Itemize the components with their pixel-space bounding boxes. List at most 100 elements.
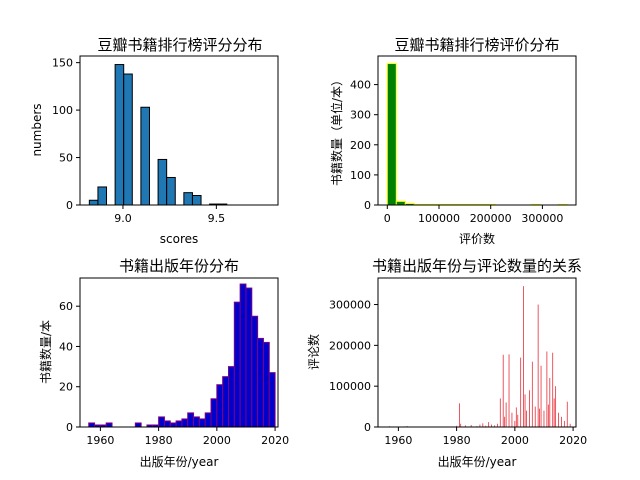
- chart3-title: 书籍出版年份分布: [119, 257, 239, 275]
- chart2-ytick-label-0: 0: [364, 199, 371, 212]
- chart-review-distribution: 豆瓣书籍排行榜评价分布 0 100000 200000 300000 0 100 200 30…: [329, 36, 577, 246]
- chart4-axes-frame: [377, 277, 577, 428]
- chart1-bar-7: [183, 192, 193, 206]
- chart1-ytick-label-1: 50: [59, 152, 73, 165]
- chart4-ytick-label-3: 300000: [329, 299, 371, 312]
- chart-year-vs-reviews: 书籍出版年份与评论数量的关系 1960 1980 2000 2020 0 100000 20…: [306, 257, 587, 469]
- chart3-xtick-label-1: 1980: [145, 434, 173, 447]
- chart2-ylabel: 书籍数量（单位/本）: [329, 74, 344, 186]
- chart1-xtick-label-1: 9.5: [208, 212, 226, 225]
- chart4-bar-40: [549, 378, 551, 427]
- chart4-xtick-label-0: 1960: [384, 434, 412, 447]
- chart4-bar-35: [539, 408, 541, 427]
- chart3-bar-4: [134, 422, 142, 428]
- chart4-bar-19: [502, 354, 504, 427]
- chart3-bar-18: [222, 376, 229, 428]
- chart4-bar-36: [540, 365, 542, 427]
- chart4-bar-18: [499, 398, 501, 427]
- chart4-bar-34: [537, 304, 539, 427]
- chart3-bar-17: [216, 384, 224, 428]
- chart3-bar-26: [268, 372, 276, 428]
- chart4-bar-8: [464, 425, 466, 427]
- chart-score-distribution: 豆瓣书籍排行榜评分分布 9.0 9.5 0 50 100 150 scores numbe…: [30, 36, 279, 246]
- chart4-bar-17: [496, 423, 498, 427]
- chart4-bar-42: [553, 398, 555, 427]
- chart4-bar-6: [459, 403, 460, 427]
- chart1-bar-1: [97, 186, 108, 206]
- chart4-bar-30: [526, 410, 527, 427]
- chart2-xtick-label-2: 200000: [470, 212, 512, 225]
- chart4-bar-20: [504, 416, 506, 427]
- chart3-bar-19: [228, 366, 235, 428]
- chart3-bar-16: [210, 398, 218, 428]
- chart2-ytick-label-1: 100: [350, 169, 371, 182]
- chart3-bar-13: [193, 416, 200, 428]
- chart4-bar-24: [514, 420, 516, 427]
- chart4-bar-41: [552, 352, 554, 427]
- chart4-bar-44: [558, 412, 559, 427]
- chart4-xlabel: 出版年份/year: [438, 455, 517, 469]
- chart4-bar-48: [569, 423, 571, 427]
- chart1-ytick-label-3: 150: [52, 57, 73, 70]
- chart4-bar-28: [523, 286, 524, 427]
- chart1-bar-6: [166, 176, 176, 206]
- chart2-bars: [386, 63, 568, 206]
- chart4-bar-2: [406, 425, 408, 427]
- chart4-bars: [389, 286, 571, 428]
- chart3-bar-12: [187, 412, 195, 428]
- chart4-ytick-label-0: 0: [364, 421, 371, 434]
- chart3-bar-25: [262, 341, 270, 428]
- chart4-xtick-label-2: 2000: [501, 434, 529, 447]
- chart4-bar-33: [534, 406, 536, 427]
- chart1-ticks: 9.0 9.5 0 50 100 150: [52, 57, 225, 225]
- chart1-bar-3: [123, 73, 133, 206]
- chart4-title: 书籍出版年份与评论数量的关系: [372, 257, 582, 275]
- chart4-bar-32: [531, 361, 533, 427]
- chart1-ytick-label-2: 100: [52, 104, 73, 117]
- chart3-ylabel: 书籍数量/本: [38, 320, 53, 384]
- chart4-bar-31: [529, 390, 530, 427]
- chart4-ticks: 1960 1980 2000 2020 0 100000 200000 300000: [329, 299, 587, 447]
- chart3-bar-15: [204, 412, 212, 428]
- chart1-bar-4: [140, 106, 150, 206]
- chart3-bar-20: [233, 301, 241, 428]
- chart3-xtick-label-0: 1960: [86, 434, 114, 447]
- chart3-bar-11: [181, 418, 189, 428]
- chart4-bar-37: [543, 410, 545, 427]
- chart1-bar-8: [191, 195, 202, 206]
- chart3-bar-24: [257, 337, 264, 428]
- chart3-bar-9: [169, 422, 177, 428]
- chart2-xtick-label-3: 300000: [521, 212, 563, 225]
- chart3-ytick-label-0: 0: [66, 421, 73, 434]
- chart1-ytick-label-0: 0: [66, 199, 73, 212]
- chart3-bar-23: [251, 315, 259, 428]
- chart3-bar-3: [105, 422, 113, 428]
- chart2-xtick-label-1: 100000: [418, 212, 460, 225]
- chart3-bars: [88, 283, 276, 428]
- chart1-bar-5: [157, 158, 168, 206]
- chart4-bar-11: [479, 424, 481, 427]
- chart4-bar-29: [524, 394, 526, 427]
- chart4-xtick-label-1: 1980: [443, 434, 471, 447]
- chart3-bar-21: [239, 283, 247, 428]
- chart3-xlabel: 出版年份/year: [140, 455, 219, 469]
- chart2-ticks: 0 100000 200000 300000 0 100 200 300 400: [350, 79, 563, 225]
- chart2-ytick-label-3: 300: [350, 109, 371, 122]
- chart1-bar-0: [88, 199, 99, 206]
- chart3-bar-7: [158, 416, 165, 428]
- chart4-bar-21: [505, 402, 507, 427]
- chart4-ytick-label-2: 200000: [329, 339, 371, 352]
- chart1-title: 豆瓣书籍排行榜评分分布: [97, 36, 262, 54]
- chart1-bars: [88, 64, 228, 206]
- chart3-bar-22: [245, 287, 253, 428]
- chart4-bar-38: [546, 351, 548, 427]
- chart-publish-year-distribution: 书籍出版年份分布 1960 1980 2000 2020 0 20 40 60 出版年份/ye…: [38, 257, 289, 469]
- chart3-ytick-label-2: 40: [59, 340, 73, 353]
- chart1-ylabel: numbers: [30, 103, 44, 156]
- chart3-ticks: 1960 1980 2000 2020 0 20 40 60: [59, 300, 289, 447]
- chart3-xtick-label-3: 2020: [261, 434, 289, 447]
- chart4-bar-12: [482, 423, 484, 427]
- chart4-bar-13: [485, 425, 487, 427]
- chart3-xtick-label-2: 2000: [203, 434, 231, 447]
